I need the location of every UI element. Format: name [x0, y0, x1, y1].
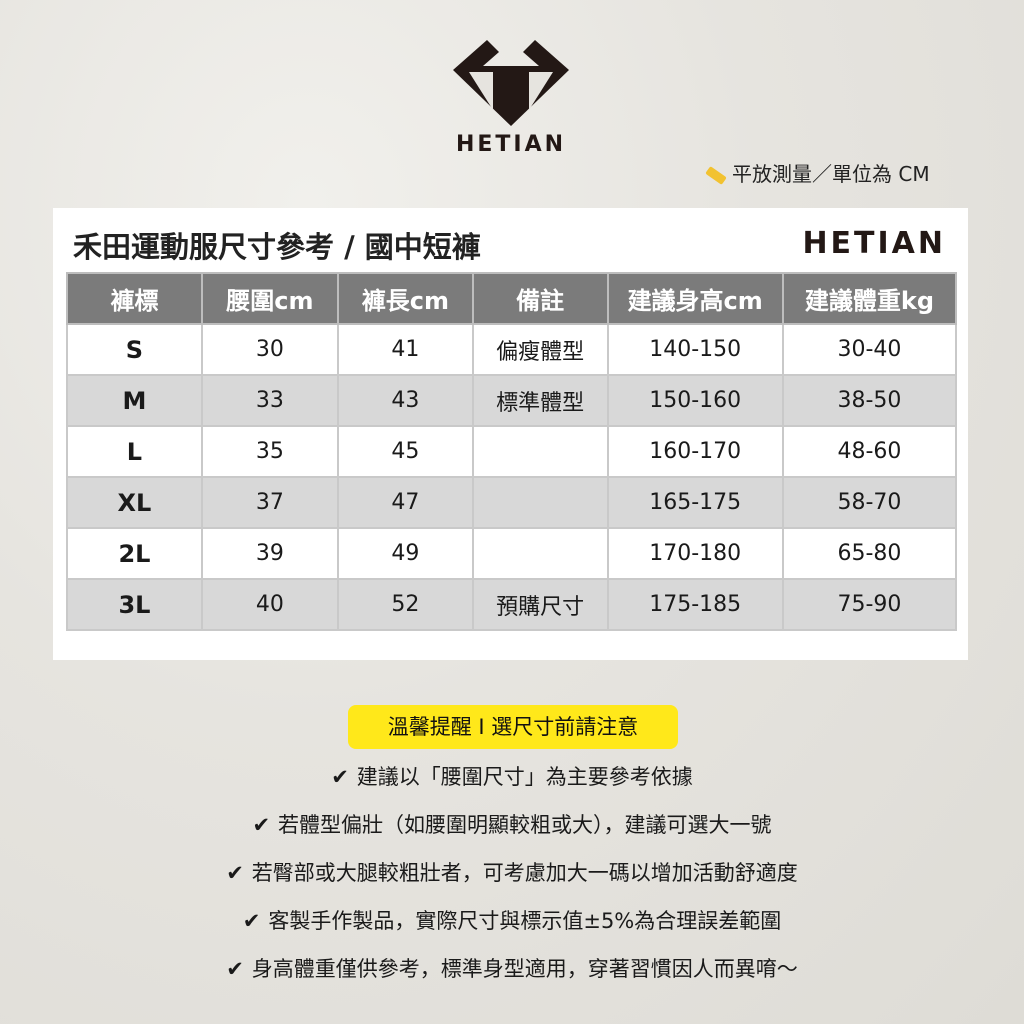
brand-logo: HETIAN [452, 40, 570, 160]
table-cell: 偏瘦體型 [471, 323, 609, 376]
column-header: 腰圍cm [200, 272, 339, 325]
table-cell: 165-175 [606, 476, 784, 529]
table-cell: 58-70 [781, 476, 958, 529]
tip-text: 若臀部或大腿較粗壯者，可考慮加大一碼以增加活動舒適度 [251, 861, 798, 885]
column-header: 褲標 [66, 272, 203, 325]
check-icon: ✔ [331, 765, 349, 789]
table-cell: 30-40 [781, 323, 958, 376]
size-label: 3L [66, 578, 203, 631]
table-cell: 140-150 [606, 323, 784, 376]
check-icon: ✔ [226, 861, 244, 885]
table-row: 3L 40 52 預購尺寸 175-185 75-90 [66, 578, 958, 631]
tips-list: ✔ 建議以「腰圍尺寸」為主要參考依據 ✔ 若體型偏壯（如腰圍明顯較粗或大），建議可選大… [0, 760, 1024, 1000]
tip-text: 身高體重僅供參考，標準身型適用，穿著習慣因人而異唷～ [251, 957, 798, 981]
logo-mark-icon [453, 40, 569, 126]
table-cell: 65-80 [781, 527, 958, 580]
unit-note-text: 平放測量／單位為 CM [732, 162, 930, 186]
table-row: 2L 39 49 170-180 65-80 [66, 527, 958, 580]
tip-item: ✔ 若臀部或大腿較粗壯者，可考慮加大一碼以增加活動舒適度 [0, 856, 1024, 904]
column-header: 褲長cm [336, 272, 474, 325]
table-cell [471, 425, 609, 478]
table-cell: 170-180 [606, 527, 784, 580]
table-cell: 40 [200, 578, 339, 631]
table-cell: 預購尺寸 [471, 578, 609, 631]
size-label: M [66, 374, 203, 427]
table-cell: 41 [336, 323, 474, 376]
table-row: XL 37 47 165-175 58-70 [66, 476, 958, 529]
table-cell: 48-60 [781, 425, 958, 478]
table-cell: 33 [200, 374, 339, 427]
notice-banner: 溫馨提醒 I 選尺寸前請注意 [348, 705, 678, 749]
ruler-icon [705, 166, 727, 185]
table-cell: 35 [200, 425, 339, 478]
size-table: 褲標 腰圍cm 褲長cm 備註 建議身高cm 建議體重kg S 30 41 偏瘦體型 140-15… [66, 272, 958, 631]
table-cell [471, 527, 609, 580]
table-cell: 47 [336, 476, 474, 529]
tip-text: 建議以「腰圍尺寸」為主要參考依據 [356, 765, 693, 789]
table-cell [471, 476, 609, 529]
size-label: XL [66, 476, 203, 529]
chart-title: 禾田運動服尺寸參考 / 國中短褲 [73, 230, 481, 264]
column-header: 建議體重kg [781, 272, 958, 325]
check-icon: ✔ [242, 909, 261, 933]
table-cell: 30 [200, 323, 339, 376]
tip-text: 客製手作製品，實際尺寸與標示值±5%為合理誤差範圍 [268, 909, 782, 933]
size-chart-card: 禾田運動服尺寸參考 / 國中短褲 HETIAN 褲標 腰圍cm 褲長cm 備註 建議身高… [53, 208, 968, 660]
table-row: S 30 41 偏瘦體型 140-150 30-40 [66, 323, 958, 376]
tip-text: 若體型偏壯（如腰圍明顯較粗或大），建議可選大一號 [278, 813, 772, 837]
size-label: L [66, 425, 203, 478]
table-cell: 175-185 [606, 578, 784, 631]
check-icon: ✔ [226, 957, 244, 981]
table-cell: 49 [336, 527, 474, 580]
table-cell: 標準體型 [471, 374, 609, 427]
table-cell: 52 [336, 578, 474, 631]
table-cell: 160-170 [606, 425, 784, 478]
table-cell: 38-50 [781, 374, 958, 427]
tip-item: ✔ 身高體重僅供參考，標準身型適用，穿著習慣因人而異唷～ [0, 952, 1024, 1000]
size-label: S [66, 323, 203, 376]
table-row: M 33 43 標準體型 150-160 38-50 [66, 374, 958, 427]
logo-text: HETIAN [455, 132, 567, 157]
tip-item: ✔ 客製手作製品，實際尺寸與標示值±5%為合理誤差範圍 [0, 904, 1024, 952]
size-label: 2L [66, 527, 203, 580]
check-icon: ✔ [252, 813, 271, 837]
tip-item: ✔ 建議以「腰圍尺寸」為主要參考依據 [0, 760, 1024, 808]
unit-note: 平放測量／單位為 CM [705, 158, 930, 187]
table-cell: 39 [200, 527, 339, 580]
table-row: L 35 45 160-170 48-60 [66, 425, 958, 478]
table-cell: 43 [336, 374, 474, 427]
tip-item: ✔ 若體型偏壯（如腰圍明顯較粗或大），建議可選大一號 [0, 808, 1024, 856]
table-cell: 150-160 [606, 374, 784, 427]
column-header: 備註 [471, 272, 609, 325]
chart-brand: HETIAN [802, 226, 946, 261]
table-header-row: 褲標 腰圍cm 褲長cm 備註 建議身高cm 建議體重kg [66, 272, 958, 325]
table-cell: 75-90 [781, 578, 958, 631]
table-cell: 37 [200, 476, 339, 529]
column-header: 建議身高cm [606, 272, 784, 325]
table-cell: 45 [336, 425, 474, 478]
